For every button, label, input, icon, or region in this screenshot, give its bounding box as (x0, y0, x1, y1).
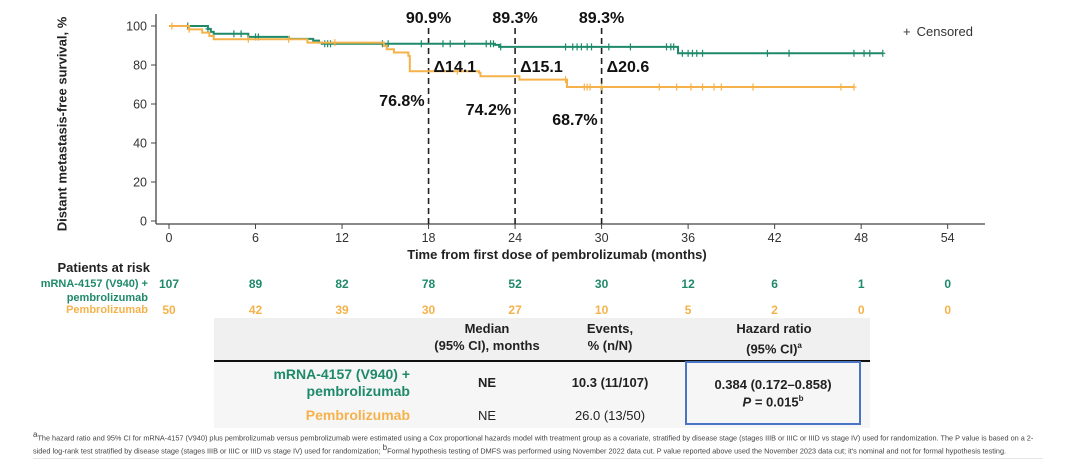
legend-censored-label: Censored (916, 24, 973, 39)
at-risk-count: 0 (944, 303, 952, 317)
at-risk-count: 12 (681, 277, 695, 291)
x-tick-label: 12 (335, 231, 349, 245)
p-value: P = 0.015b (742, 394, 804, 410)
at-risk-count: 42 (248, 303, 263, 317)
x-tick-label: 24 (508, 231, 522, 245)
header-hazard-ratio: Hazard ratio (95% CI)a (736, 321, 812, 357)
landmark-bottom-label: 76.8% (379, 93, 424, 110)
at-risk-count: 27 (508, 303, 522, 317)
at-risk-count: 30 (421, 303, 436, 317)
y-tick-label: 20 (133, 176, 147, 190)
landmark-delta-label: Δ14.1 (434, 59, 477, 76)
at-risk-count: 39 (335, 303, 349, 317)
median-combination: NE (477, 375, 497, 390)
y-tick-label: 0 (140, 215, 147, 229)
landmark-delta-label: Δ20.6 (607, 59, 650, 76)
at-risk-count: 2 (771, 303, 778, 317)
x-tick-label: 36 (681, 231, 695, 245)
hazard-ratio-box: 0.384 (0.172–0.858) P = 0.015b (685, 361, 861, 425)
header-median: Median (95% CI), months (434, 321, 540, 353)
at-risk-count: 52 (508, 277, 522, 291)
median-pembrolizumab: NE (477, 408, 497, 423)
km-curve-pembrolizumab (169, 25, 854, 89)
y-tick-label: 80 (133, 59, 147, 73)
y-axis-title: Distant metastasis-free survival, % (54, 16, 70, 232)
x-tick-label: 18 (422, 231, 436, 245)
at-risk-count: 78 (421, 277, 436, 291)
x-tick-label: 6 (252, 231, 259, 245)
landmark-top-label: 90.9% (406, 10, 451, 27)
at-risk-count: 10 (594, 303, 609, 317)
landmark-bottom-label: 68.7% (552, 112, 597, 129)
x-tick-label: 54 (941, 231, 955, 245)
x-tick-label: 30 (595, 231, 609, 245)
x-axis-title: Time from first dose of pembrolizumab (m… (407, 247, 707, 262)
at-risk-count: 30 (594, 277, 609, 291)
y-tick-label: 60 (133, 98, 147, 112)
y-tick-label: 100 (126, 20, 147, 34)
risk-label-combination: mRNA-4157 (V940) + pembrolizumab (40, 278, 148, 304)
events-combination: 10.3 (11/107) (571, 375, 649, 390)
x-tick-label: 0 (166, 231, 173, 245)
at-risk-count: 89 (248, 277, 263, 291)
x-tick-label: 42 (768, 231, 782, 245)
risk-label-pembrolizumab: Pembrolizumab (66, 304, 148, 316)
x-tick-label: 48 (854, 231, 868, 245)
at-risk-count: 0 (944, 277, 952, 291)
header-rule (214, 360, 870, 362)
landmark-top-label: 89.3% (579, 10, 624, 27)
risk-table-title: Patients at risk (57, 260, 151, 275)
landmark-bottom-label: 74.2% (466, 102, 511, 119)
at-risk-count: 0 (857, 303, 865, 317)
landmark-delta-label: Δ15.1 (520, 59, 563, 76)
legend: + Censored (903, 24, 973, 39)
events-pembrolizumab: 26.0 (13/50) (574, 408, 646, 423)
bottom-rule (33, 458, 1043, 459)
km-chart: 0 20 40 60 80 100 0 6 12 18 24 30 36 42 48 54 90.9% Δ14.1… (126, 10, 985, 245)
at-risk-count: 1 (857, 277, 865, 291)
summary-table-header (214, 318, 870, 360)
header-events: Events,% (n/N) (586, 321, 634, 353)
arm-label-combination: mRNA-4157 (V940) + pembrolizumab (273, 366, 410, 399)
at-risk-count: 5 (684, 303, 692, 317)
at-risk-count: 82 (335, 277, 349, 291)
at-risk-count: 50 (162, 303, 176, 317)
arm-label-pembrolizumab: Pembrolizumab (305, 407, 410, 423)
landmark-top-label: 89.3% (492, 10, 537, 27)
at-risk-count: 107 (158, 277, 180, 291)
km-curve-combination (169, 25, 883, 55)
y-tick-label: 40 (133, 137, 147, 151)
footnote: aThe hazard ratio and 95% CI for mRNA-41… (33, 430, 1034, 456)
censored-marker-icon: + (903, 24, 911, 39)
hazard-ratio-value: 0.384 (0.172–0.858) (714, 377, 832, 392)
at-risk-count: 6 (771, 277, 778, 291)
